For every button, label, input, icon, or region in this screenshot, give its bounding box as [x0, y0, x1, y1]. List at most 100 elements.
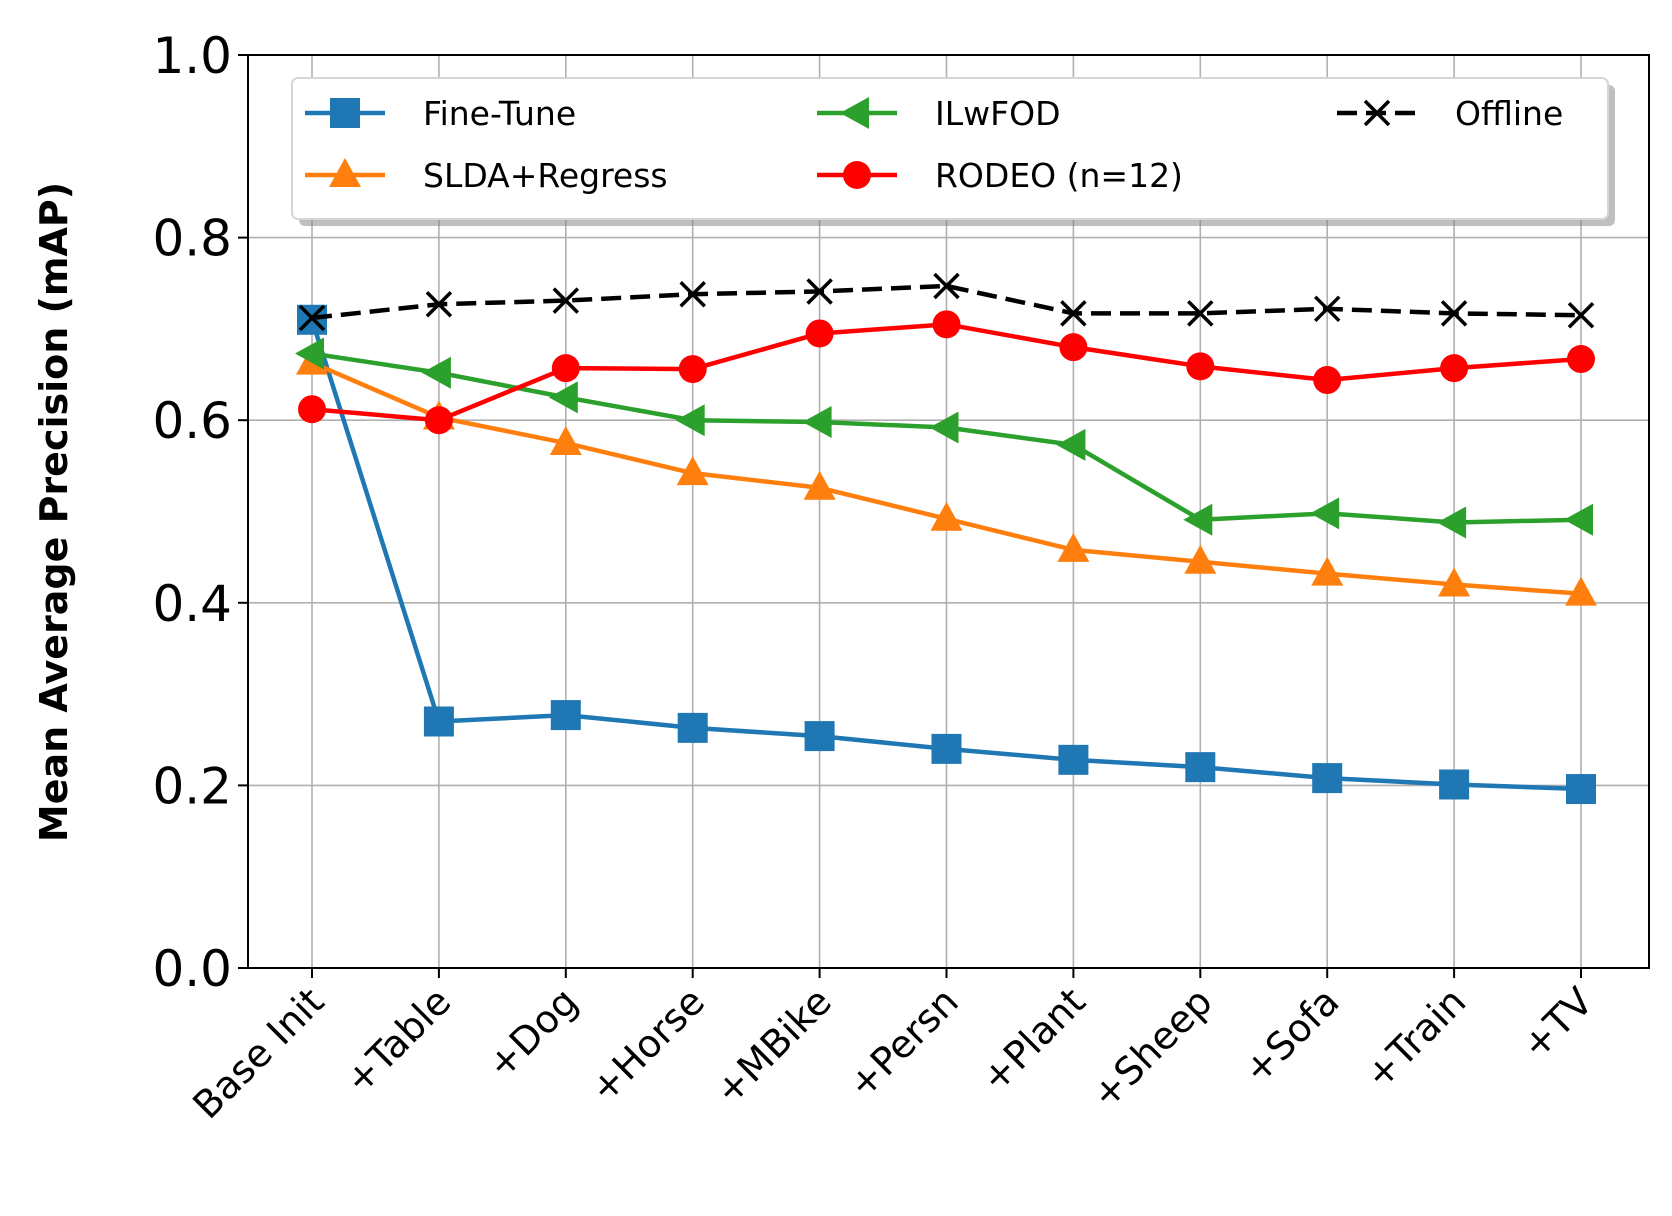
plot-frame [247, 54, 1650, 969]
legend-label: ILwFOD [935, 94, 1060, 133]
data-point [1185, 752, 1216, 783]
data-point [421, 356, 451, 389]
x-tick-label: +Train [1356, 979, 1474, 1097]
data-point [1056, 428, 1086, 461]
x-stroke [1060, 300, 1087, 327]
legend-box [291, 77, 1609, 220]
data-point [1440, 300, 1468, 327]
data-point [549, 426, 582, 456]
legend-label: Offline [1455, 94, 1563, 133]
x-tick-label: +Table [336, 979, 459, 1102]
x-stroke [1187, 300, 1214, 327]
data-point [932, 310, 961, 339]
data-point [552, 287, 580, 314]
data-point [550, 700, 581, 731]
x-stroke [1363, 99, 1391, 127]
data-point [931, 733, 962, 764]
x-tick-label: Base Init [184, 979, 332, 1127]
y-tick-label: 0.2 [152, 757, 232, 815]
data-point [1058, 744, 1089, 775]
data-point [1566, 774, 1596, 805]
series-rodeo-n-12 [298, 310, 1595, 435]
data-point [1439, 769, 1470, 800]
data-point [1060, 300, 1087, 327]
data-point [548, 381, 578, 414]
data-point [677, 712, 708, 743]
data-point [804, 721, 835, 752]
data-point [929, 411, 959, 444]
x-stroke [298, 304, 326, 332]
legend-marker [843, 161, 871, 189]
y-axis-label: Mean Average Precision (mAP) [32, 182, 76, 842]
legend-entry: Fine-Tune [305, 94, 576, 133]
data-point [551, 354, 580, 383]
legend-marker [840, 97, 869, 129]
data-point [295, 337, 324, 370]
x-stroke [552, 287, 580, 314]
legend-marker [330, 98, 360, 128]
x-stroke [1567, 301, 1595, 329]
legend-marker [1363, 99, 1391, 127]
x-tick-label: +Persn [839, 979, 966, 1106]
data-point [298, 395, 326, 424]
x-stroke [933, 272, 960, 300]
legend-marker [329, 158, 361, 187]
series-offline [298, 272, 1595, 332]
data-point [1565, 576, 1597, 606]
y-tick-label: 0.8 [152, 210, 232, 268]
legend: Fine-Tune SLDA+Regress ILwFOD RODEO (n=12) O… [291, 77, 1615, 226]
data-point [676, 456, 709, 486]
x-tick-label: +Sofa [1235, 979, 1348, 1092]
data-point [1567, 345, 1595, 374]
data-point [1187, 300, 1214, 327]
series-layer [295, 272, 1597, 805]
x-tick-label: +Sheep [1083, 979, 1221, 1117]
series-ilwfod [295, 337, 1593, 539]
data-point [424, 406, 453, 435]
data-point [1059, 333, 1088, 362]
legend-label: SLDA+Regress [423, 156, 668, 195]
data-point [1310, 497, 1340, 530]
data-point [1437, 506, 1467, 539]
data-point [1057, 532, 1090, 562]
x-stroke [1313, 295, 1341, 323]
y-tick-label: 0.4 [152, 575, 232, 633]
x-stroke [806, 278, 833, 305]
data-point [1440, 354, 1469, 383]
data-point [803, 470, 836, 500]
data-point [1184, 544, 1217, 574]
y-tick-label: 0.6 [152, 392, 232, 450]
legend-entry: SLDA+Regress [305, 156, 668, 195]
legend-entry: Offline [1337, 94, 1563, 133]
series-slda-regress [296, 345, 1597, 606]
data-point [1313, 366, 1342, 395]
x-stroke [425, 291, 453, 318]
legend-entry: RODEO (n=12) [817, 156, 1183, 195]
x-tick-label: +MBike [706, 979, 840, 1113]
data-point [298, 304, 326, 332]
data-point [1186, 352, 1215, 381]
data-point [423, 706, 454, 737]
data-point [802, 406, 832, 439]
data-point [1313, 295, 1341, 323]
legend-label: Fine-Tune [423, 94, 576, 133]
legend-entry: ILwFOD [817, 94, 1060, 133]
x-tick-label: +Plant [972, 979, 1093, 1100]
data-point [930, 501, 963, 531]
data-point [1312, 763, 1343, 794]
legend-label: RODEO (n=12) [935, 156, 1183, 195]
data-point [805, 319, 834, 348]
data-point [1564, 503, 1593, 536]
data-point [678, 355, 707, 384]
data-point [1438, 567, 1471, 597]
data-point [806, 278, 833, 305]
x-stroke [1440, 300, 1468, 327]
data-point [425, 291, 453, 318]
data-point [933, 272, 960, 300]
data-point [675, 404, 705, 437]
data-point [1183, 503, 1213, 536]
y-tick-label: 0.0 [152, 940, 232, 998]
x-tick-label: +Horse [581, 979, 713, 1111]
